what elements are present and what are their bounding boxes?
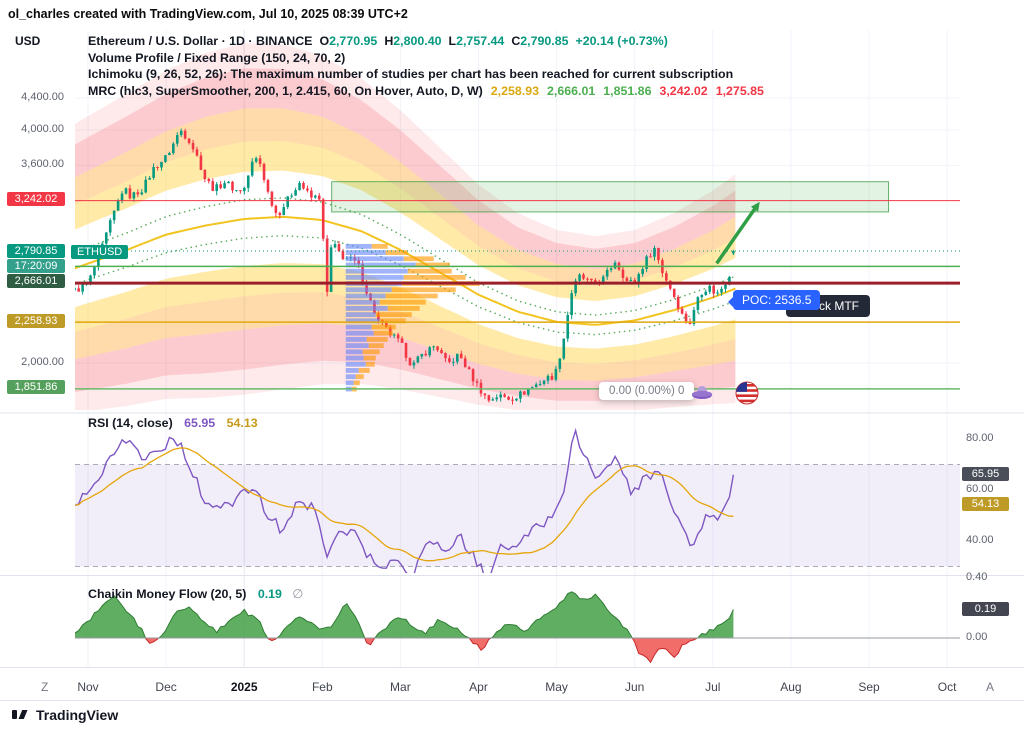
price-level-lines: [75, 200, 960, 390]
ohlc-low-label: L: [448, 34, 457, 48]
chart-stickers[interactable]: [686, 377, 778, 422]
cmf-axis-badge: 0.19: [962, 601, 1009, 616]
rsi-value: 65.95: [184, 416, 216, 430]
mrc-zone1-lower-value: 1,851.86: [603, 83, 652, 98]
volume-profile-legend-row: Volume Profile / Fixed Range (150, 24, 7…: [88, 50, 764, 67]
cmf-grid-label: 0.00: [966, 631, 988, 643]
ichimoku-legend-row: Ichimoku (9, 26, 52, 26): The maximum nu…: [88, 66, 764, 83]
indicator-legend: Ethereum / U.S. Dollar · 1D · BINANCE O2,…: [88, 33, 764, 99]
up-arrow-drawing[interactable]: [715, 201, 760, 265]
change-value: +20.14 (+0.73%): [575, 34, 668, 48]
footer-brand[interactable]: TradingView: [11, 705, 118, 724]
rsi-grid-label: 40.00: [966, 534, 994, 546]
symbol-title[interactable]: Ethereum / U.S. Dollar · 1D · BINANCE: [88, 34, 313, 48]
rsi-grid-label: 80.00: [966, 432, 994, 444]
mrc-title[interactable]: MRC (hlc3, SuperSmoother, 200, 1, 2.415,…: [88, 83, 483, 98]
mrc-zone1-upper-value: 2,666.01: [547, 83, 596, 98]
time-axis-label: Apr: [469, 680, 488, 694]
time-axis-label: Oct: [937, 680, 957, 694]
rsi-axis-badge: 54.13: [962, 496, 1009, 511]
cmf-value: 0.19: [257, 587, 282, 601]
price-axis-badge: 1,851.86: [7, 380, 65, 394]
price-grid-label: 4,400.00: [21, 90, 64, 103]
rsi-legend-row: RSI (14, close) 65.95 54.13: [88, 416, 258, 430]
usa-flag-sticker-icon[interactable]: [735, 381, 759, 405]
timezone-label: Z: [41, 680, 49, 694]
header-credit: ol_charles created with TradingView.com,…: [8, 7, 408, 21]
tradingview-brand-text: TradingView: [36, 706, 119, 723]
price-axis-badge: 3,242.02: [7, 192, 65, 206]
price-axis-badge: 2,666.01: [7, 274, 65, 288]
rsi-grid-label: 60.00: [966, 483, 994, 495]
supply-zone-box: [331, 181, 890, 213]
cmf-title[interactable]: Chaikin Money Flow (20, 5): [88, 587, 247, 601]
time-axis-label: Jul: [705, 680, 721, 694]
ufo-sticker-icon[interactable]: [692, 386, 712, 399]
measure-tooltip: 0.00 (0.00%) 0: [599, 382, 695, 400]
ohlc-high-label: H: [384, 34, 394, 48]
price-grid-label: 3,600.00: [21, 158, 64, 171]
cmf-empty-symbol: ∅: [292, 587, 304, 601]
ohlc-close-value: 2,790.85: [520, 34, 569, 48]
ohlc-low-value: 2,757.44: [456, 34, 505, 48]
rsi-band: [75, 464, 960, 567]
time-axis-label: May: [545, 680, 568, 694]
price-grid-label: 2,000.00: [21, 356, 64, 368]
auto-scale-label: A: [986, 680, 995, 694]
symbol-legend-row: Ethereum / U.S. Dollar · 1D · BINANCE O2,…: [88, 33, 764, 50]
poc-tooltip: POC: 2536.5: [727, 290, 821, 310]
cmf-legend-row: Chaikin Money Flow (20, 5) 0.19 ∅: [88, 586, 303, 601]
ohlc-high-value: 2,800.40: [393, 34, 442, 48]
ohlc-open-label: O: [319, 34, 330, 48]
price-grid-label: 4,000.00: [21, 123, 64, 135]
rsi-series: [75, 427, 735, 573]
time-axis-label: Sep: [858, 680, 880, 694]
pane-separators: [0, 412, 1024, 701]
ohlc-open-value: 2,770.95: [329, 34, 378, 48]
rsi-ma-value: 54.13: [226, 416, 258, 430]
rsi-axis-badge: 65.95: [962, 466, 1009, 481]
cmf-series: [75, 591, 960, 664]
price-line-symbol-tag: ETHUSD: [71, 245, 129, 259]
time-axis-label: Nov: [77, 680, 99, 694]
time-axis-label: Feb: [311, 680, 333, 694]
time-axis-label: Mar: [390, 680, 411, 694]
time-axis-label: Dec: [155, 680, 177, 694]
time-axis-label: Jun: [625, 680, 645, 694]
price-scale-currency-button[interactable]: USD: [15, 34, 41, 48]
price-axis-badge: 2,258.93: [7, 314, 65, 328]
time-axis-label: 2025: [230, 680, 258, 694]
time-axis-label: Aug: [780, 680, 802, 694]
mrc-centerline-value: 2,258.93: [490, 83, 539, 98]
price-axis-badge: 17:20:09: [7, 259, 65, 273]
rsi-title[interactable]: RSI (14, close): [88, 416, 173, 430]
ohlc-close-label: C: [511, 34, 521, 48]
mrc-zone2-upper-value: 3,242.02: [659, 83, 708, 98]
mrc-legend-row: MRC (hlc3, SuperSmoother, 200, 1, 2.415,…: [88, 83, 764, 100]
volume-profile-title[interactable]: Volume Profile / Fixed Range (150, 24, 7…: [88, 50, 346, 65]
grid-lines: [75, 30, 960, 667]
tradingview-logo-icon: [12, 710, 28, 719]
ichimoku-title[interactable]: Ichimoku (9, 26, 52, 26): The maximum nu…: [88, 67, 734, 81]
cmf-grid-label: 0.40: [966, 571, 988, 583]
price-axis-badge: 2,790.85: [7, 244, 65, 258]
mrc-zone2-lower-value: 1,275.85: [715, 83, 764, 98]
